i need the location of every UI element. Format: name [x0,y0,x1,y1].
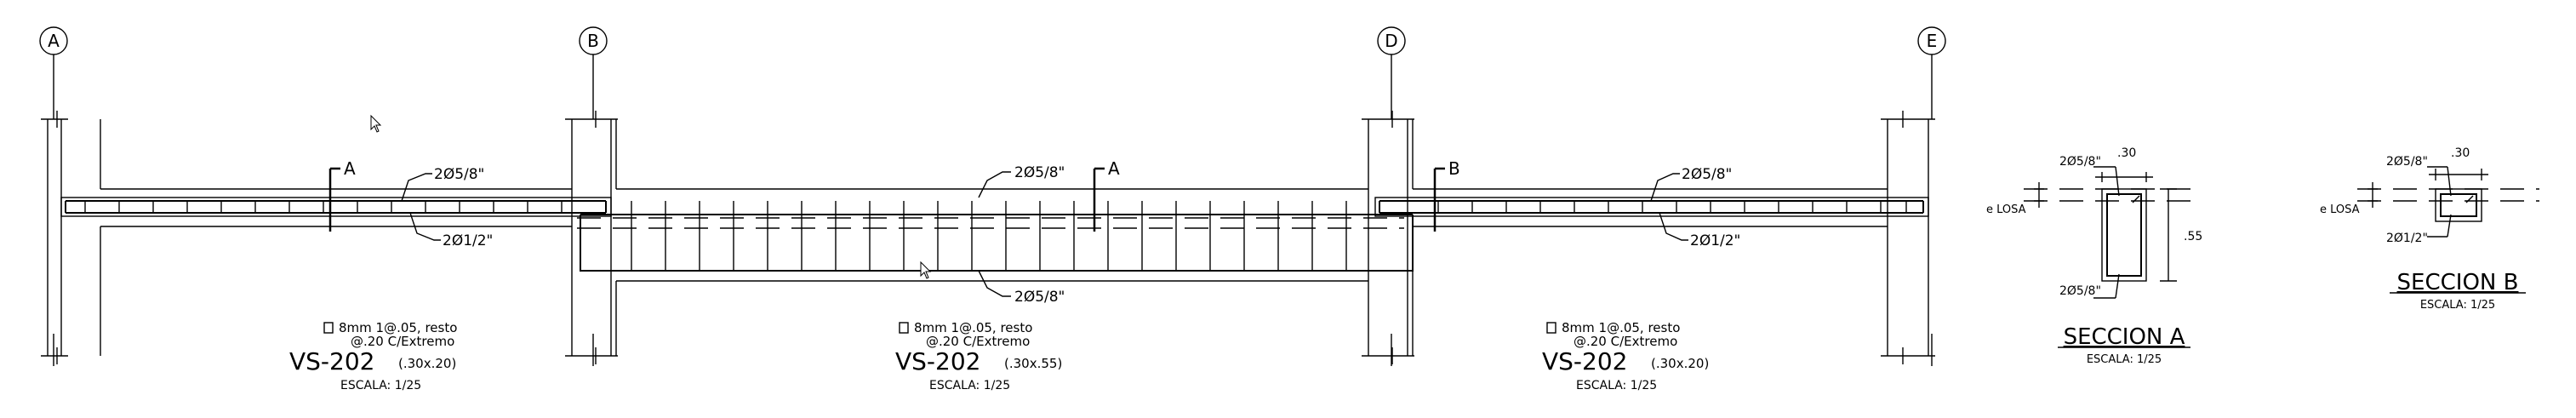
section-width: .30 [2451,146,2470,160]
grid-axis-label: D [1385,31,1397,51]
beam-1-caption: 8mm 1@.05, resto @.20 C/Extremo VS-202 (… [289,320,457,392]
svg-text:A: A [1108,158,1120,179]
beam-size: (.30x.20) [398,356,456,371]
rebar-top-label: 2Ø5/8" [1682,166,1732,183]
beam-size: (.30x.20) [1651,356,1709,371]
stirrup-spec-line2: @.20 C/Extremo [926,334,1030,349]
section-title: SECCION B [2397,270,2519,295]
beam-2-caption: 8mm 1@.05, resto @.20 C/Extremo VS-202 (… [895,320,1062,392]
rebar-bottom-label: 2Ø5/8" [1014,289,1065,306]
section-title: SECCION A [2064,324,2185,350]
rebar-bottom-label: 2Ø1/2" [1690,232,1740,249]
rebar-top-label: 2Ø5/8" [1014,164,1065,181]
rebar-top-label: 2Ø5/8" [434,166,484,183]
slab-label: e LOSA [1986,203,2026,216]
beam-scale: ESCALA: 1/25 [340,379,421,392]
stirrup-spec-line1: 8mm 1@.05, resto [1562,320,1680,335]
column-b [565,111,618,364]
column-a [41,111,68,364]
grid-axis-b: B [579,26,608,366]
section-cut-marker: B [1433,158,1460,232]
bottom-bars-label: 2Ø1/2" [2386,232,2428,245]
beam-3-elevation: B 2Ø5/8" 2Ø1/2" [1374,119,1929,356]
section-cut-marker: A [1093,158,1120,232]
section-scale: ESCALA: 1/25 [2087,353,2162,366]
slab-label: e LOSA [2320,203,2360,216]
cursor-icon [370,114,382,133]
beam-scale: ESCALA: 1/25 [929,379,1010,392]
top-bars-label: 2Ø5/8" [2386,155,2428,169]
top-bars-label: 2Ø5/8" [2059,155,2101,169]
cursor-icon [920,261,932,279]
beam-size: (.30x.55) [1004,356,1062,371]
beam-name: VS-202 [289,347,374,375]
stirrup-spec-line2: @.20 C/Extremo [1574,334,1677,349]
beam-1-elevation: A 2Ø5/8" 2Ø1/2" [60,119,612,356]
rebar-bottom-label: 2Ø1/2" [443,232,493,249]
column-d [1362,111,1414,364]
section-scale: ESCALA: 1/25 [2420,299,2495,312]
svg-text:B: B [1448,158,1460,179]
bottom-bars-label: 2Ø5/8" [2059,284,2101,298]
section-height: .55 [2184,230,2202,243]
beam-1-stirrups [84,201,563,213]
section-width: .30 [2117,146,2136,160]
stirrup-spec-line2: @.20 C/Extremo [351,334,454,349]
grid-axis-a: A [39,26,68,366]
section-cut-marker: A [328,158,356,232]
beam-3-caption: 8mm 1@.05, resto @.20 C/Extremo VS-202 (… [1542,320,1709,392]
beam-2-stirrups [631,201,1347,271]
grid-axis-e: E [1917,26,1946,366]
beam-name: VS-202 [895,347,980,375]
beam-name: VS-202 [1542,347,1627,375]
stirrup-spec-line1: 8mm 1@.05, resto [339,320,457,335]
beam-scale: ESCALA: 1/25 [1576,379,1657,392]
svg-text:A: A [344,158,356,179]
section-a-detail: e LOSA .30 .55 2Ø5/8" 2Ø5/8" SECCION A E… [1986,146,2202,366]
grid-axis-d: D [1377,26,1406,366]
section-b-detail: e LOSA .30 2Ø5/8" 2Ø1/2" SECCION B ESCAL… [2320,146,2539,312]
beam-3-stirrups [1437,201,1907,213]
beam-2-elevation: A 2Ø5/8" 2Ø5/8" [577,119,1414,356]
stirrup-spec-line1: 8mm 1@.05, resto [914,320,1032,335]
grid-axis-label: E [1927,31,1938,51]
grid-axis-label: A [48,31,60,51]
column-e [1881,111,1935,364]
grid-axis-label: B [587,31,599,51]
